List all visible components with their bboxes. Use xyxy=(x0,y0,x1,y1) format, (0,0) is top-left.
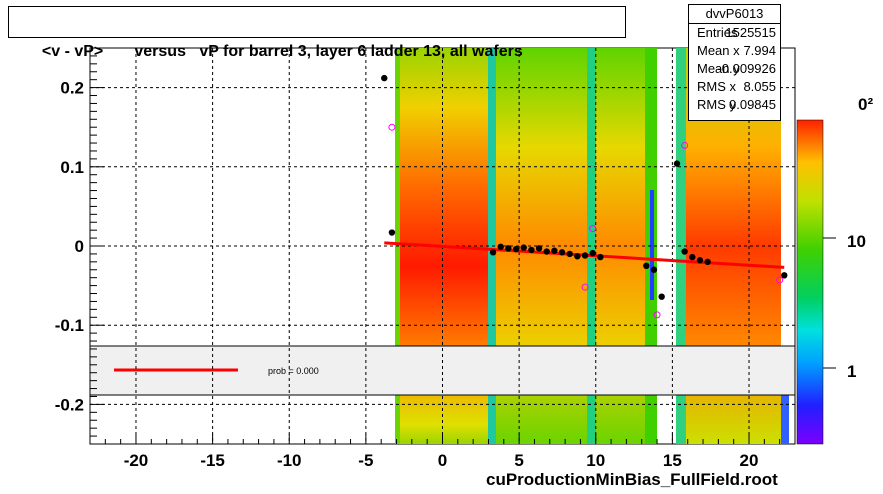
stats-key: Mean y xyxy=(697,61,740,76)
open-markers xyxy=(388,123,784,319)
profile-marker xyxy=(658,293,665,300)
profile-marker xyxy=(558,249,566,256)
colorbar-label-1: 1 xyxy=(847,362,856,381)
y-axis: -0.2 -0.1 0 0.1 0.2 xyxy=(55,47,104,445)
profile-marker xyxy=(489,249,497,256)
stats-name: dvvP6013 xyxy=(689,5,780,24)
heatmap-stripe-blue xyxy=(650,190,654,300)
colorbar-label-10: 10 xyxy=(847,232,866,251)
x-tick-label: -5 xyxy=(358,451,373,470)
profile-marker xyxy=(650,266,658,273)
profile-marker xyxy=(643,262,650,269)
profile-marker xyxy=(535,245,543,252)
open-marker xyxy=(581,283,589,291)
open-marker xyxy=(653,311,661,319)
x-tick-label: 0 xyxy=(438,451,447,470)
file-label: cuProductionMinBias_FullField.root xyxy=(486,470,778,489)
heatmap-stripe-right xyxy=(781,380,789,444)
legend-prob-label: prob = 0.000 xyxy=(268,366,319,376)
profile-marker xyxy=(574,253,581,260)
chart-title: <v - vP> versus vP for barrel 3, layer 6… xyxy=(41,43,523,60)
x-tick-label: -10 xyxy=(277,451,302,470)
open-marker xyxy=(388,123,396,131)
stats-value: 7.994 xyxy=(743,43,776,58)
profile-marker xyxy=(566,250,573,258)
stats-value: -0.009926 xyxy=(717,61,776,76)
profile-marker xyxy=(696,257,704,264)
x-tick-label: -20 xyxy=(124,451,149,470)
x-tick-label: 20 xyxy=(740,451,759,470)
x-axis: -20 -15 -10 -5 0 5 10 15 20 xyxy=(89,434,796,470)
profile-marker xyxy=(589,249,596,257)
profile-marker xyxy=(681,248,688,255)
profile-marker xyxy=(781,272,788,279)
stats-value: 1525515 xyxy=(725,25,776,40)
profile-marker xyxy=(597,253,604,261)
open-marker xyxy=(589,225,597,233)
stats-key: RMS x xyxy=(697,79,736,94)
chart-title-box: <v - vP> versus vP for barrel 3, layer 6… xyxy=(8,6,626,60)
y-tick-label: 0.1 xyxy=(60,158,84,177)
stats-row-rms-y: RMS y 0.09845 xyxy=(689,96,780,114)
profile-marker xyxy=(520,244,527,251)
profile-marker xyxy=(497,243,504,250)
profile-marker xyxy=(673,160,681,167)
colorbar xyxy=(796,119,824,445)
profile-marker xyxy=(581,252,589,259)
profile-marker xyxy=(551,247,558,254)
profile-marker xyxy=(388,229,396,236)
open-marker xyxy=(776,276,784,284)
heatmap-stripe-mid-2 xyxy=(587,48,596,444)
profile-marker xyxy=(689,253,696,261)
profile-marker xyxy=(512,245,520,253)
profile-marker xyxy=(543,248,550,255)
stats-key: Mean x xyxy=(697,43,740,58)
stats-row-entries: Entries 1525515 xyxy=(689,24,780,42)
x-tick-label: 10 xyxy=(586,451,605,470)
stats-key: RMS y xyxy=(697,97,736,112)
stats-row-rms-x: RMS x 8.055 xyxy=(689,78,780,96)
y-tick-label: -0.1 xyxy=(55,316,84,335)
profile-marker xyxy=(381,74,388,82)
y-tick-label: 0 xyxy=(75,237,84,256)
stats-value: 8.055 xyxy=(743,79,776,94)
colorbar-label-partial: 0² xyxy=(858,95,873,114)
profile-marker xyxy=(704,258,711,266)
stats-row-mean-x: Mean x 7.994 xyxy=(689,42,780,60)
profile-marker xyxy=(528,246,535,254)
x-tick-label: -15 xyxy=(200,451,225,470)
profile-markers xyxy=(381,74,788,300)
x-tick-label: 15 xyxy=(663,451,682,470)
y-tick-label: 0.2 xyxy=(60,79,84,98)
open-marker xyxy=(681,141,689,149)
profile-marker xyxy=(505,245,512,252)
x-tick-label: 5 xyxy=(514,451,523,470)
stats-key: Entries xyxy=(697,25,738,40)
y-tick-label: -0.2 xyxy=(55,395,84,414)
stats-box: dvvP6013 Entries 1525515 Mean x 7.994 Mean… xyxy=(688,4,781,121)
stats-row-mean-y: Mean y -0.009926 xyxy=(689,60,780,78)
stats-value: 0.09845 xyxy=(729,97,776,112)
heatmap-stripe-narrow xyxy=(676,48,686,444)
